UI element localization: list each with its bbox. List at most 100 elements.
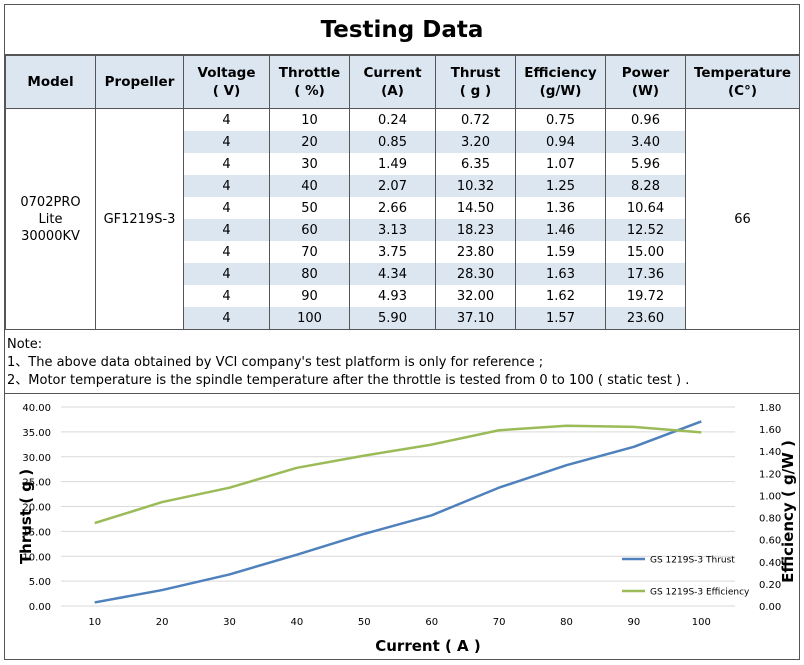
header-power: Power (W) <box>605 55 686 109</box>
header-efficiency: Efficiency (g/W) <box>515 55 606 109</box>
x-tick-label: 90 <box>628 617 641 628</box>
current-cell: 4.93 <box>349 285 436 307</box>
thrust-series-line <box>94 420 702 604</box>
throttle-cell: 70 <box>269 241 350 263</box>
propeller-cell: GF1219S-3 <box>95 108 184 330</box>
throttle-cell: 20 <box>269 131 350 153</box>
efficiency-cell: 1.59 <box>515 241 606 263</box>
y2-tick-label: 0.20 <box>759 580 781 591</box>
voltage-cell: 4 <box>183 285 270 307</box>
y2-axis-title: Efficiency ( g/W ) <box>779 440 797 583</box>
thrust-cell: 0.72 <box>435 108 516 131</box>
header-throttle: Throttle( %) <box>269 55 350 109</box>
y-tick-label: 40.00 <box>22 403 51 414</box>
header-current: Current (A) <box>349 55 436 109</box>
note-item: 2、Motor temperature is the spindle tempe… <box>7 373 690 388</box>
current-cell: 5.90 <box>349 307 436 330</box>
voltage-cell: 4 <box>183 175 270 197</box>
y-tick-label: 35.00 <box>22 428 51 439</box>
power-cell: 15.00 <box>605 241 686 263</box>
current-cell: 2.07 <box>349 175 436 197</box>
voltage-cell: 4 <box>183 131 270 153</box>
model-line: Lite <box>38 211 63 227</box>
x-tick-label: 40 <box>291 617 304 628</box>
thrust-cell: 10.32 <box>435 175 516 197</box>
x-tick-label: 70 <box>493 617 506 628</box>
testing-data-table: Model Propeller Voltage( V) Throttle( %)… <box>5 55 800 330</box>
table-row: 4 20 0.85 3.20 0.94 3.40 <box>6 131 800 153</box>
efficiency-cell: 0.94 <box>515 131 606 153</box>
throttle-cell: 60 <box>269 219 350 241</box>
efficiency-series-line <box>94 424 702 525</box>
power-cell: 17.36 <box>605 263 686 285</box>
x-tick-label: 10 <box>88 617 101 628</box>
table-row: 4 90 4.93 32.00 1.62 19.72 <box>6 285 800 307</box>
header-thrust: Thrust( g ) <box>435 55 516 109</box>
voltage-cell: 4 <box>183 197 270 219</box>
thrust-cell: 18.23 <box>435 219 516 241</box>
throttle-cell: 10 <box>269 108 350 131</box>
x-axis-title: Current ( A ) <box>375 637 481 655</box>
thrust-cell: 3.20 <box>435 131 516 153</box>
header-propeller: Propeller <box>95 55 184 109</box>
efficiency-cell: 1.57 <box>515 307 606 330</box>
table-row: 0702PRO Lite 30000KV GF1219S-3 4 10 0.24 0.72 0.… <box>5 108 800 330</box>
y-tick-label: 30.00 <box>22 453 51 464</box>
efficiency-cell: 1.36 <box>515 197 606 219</box>
thrust-efficiency-chart: 0.00 5.00 10.00 15.00 20.00 25.00 30.00 35.00 40… <box>17 403 797 655</box>
x-tick-label: 100 <box>692 617 711 628</box>
testing-data-sheet: Testing Data Model Propeller Voltage( V)… <box>4 4 800 660</box>
table-row: 4 30 1.49 6.35 1.07 5.96 <box>6 153 800 175</box>
current-cell: 1.49 <box>349 153 436 175</box>
y-tick-label: 20.00 <box>22 503 51 514</box>
table-row: 4 60 3.13 18.23 1.46 12.52 <box>6 219 800 241</box>
y-tick-label: 15.00 <box>22 527 51 538</box>
efficiency-cell: 0.75 <box>515 108 606 131</box>
legend-entry: GS 1219S-3 Thrust <box>650 556 735 566</box>
model-line: 30000KV <box>21 228 80 244</box>
voltage-cell: 4 <box>183 241 270 263</box>
table-row: 4 70 3.75 23.80 1.59 15.00 <box>6 241 800 263</box>
page-title: Testing Data <box>5 5 799 55</box>
current-cell: 0.85 <box>349 131 436 153</box>
y2-tick-label: 1.00 <box>759 491 781 502</box>
voltage-cell: 4 <box>183 307 270 330</box>
voltage-cell: 4 <box>183 263 270 285</box>
current-cell: 3.13 <box>349 219 436 241</box>
y-axis-title: Thrust ( g ) <box>17 469 35 564</box>
thrust-cell: 28.30 <box>435 263 516 285</box>
y-tick-label: 0.00 <box>29 602 51 613</box>
efficiency-cell: 1.07 <box>515 153 606 175</box>
power-cell: 0.96 <box>605 108 686 131</box>
thrust-cell: 37.10 <box>435 307 516 330</box>
efficiency-cell: 1.62 <box>515 285 606 307</box>
table-row: 4 80 4.34 28.30 1.63 17.36 <box>6 263 800 285</box>
y-tick-label: 5.00 <box>29 577 51 588</box>
table-row: 4 100 5.90 37.10 1.57 23.60 <box>6 307 800 330</box>
thrust-cell: 23.80 <box>435 241 516 263</box>
throttle-cell: 90 <box>269 285 350 307</box>
y2-tick-label: 0.80 <box>759 514 781 525</box>
power-cell: 3.40 <box>605 131 686 153</box>
power-cell: 8.28 <box>605 175 686 197</box>
table-row: 4 40 2.07 10.32 1.25 8.28 <box>6 175 800 197</box>
throttle-cell: 50 <box>269 197 350 219</box>
throttle-cell: 30 <box>269 153 350 175</box>
power-cell: 5.96 <box>605 153 686 175</box>
header-temperature: Temperature (C°) <box>685 55 800 109</box>
x-tick-label: 50 <box>358 617 371 628</box>
x-tick-label: 20 <box>156 617 169 628</box>
notes-heading: Note: <box>7 337 43 352</box>
header-model: Model <box>5 55 96 109</box>
throttle-cell: 40 <box>269 175 350 197</box>
x-tick-label: 60 <box>425 617 438 628</box>
current-cell: 3.75 <box>349 241 436 263</box>
y2-tick-label: 0.60 <box>759 536 781 547</box>
notes-section: Note: 1、The above data obtained by VCI c… <box>5 336 799 394</box>
current-cell: 2.66 <box>349 197 436 219</box>
x-tick-label: 30 <box>223 617 236 628</box>
y2-tick-label: 1.40 <box>759 447 781 458</box>
y-tick-label: 25.00 <box>22 478 51 489</box>
model-cell: 0702PRO Lite 30000KV <box>5 108 96 330</box>
x-tick-label: 80 <box>560 617 573 628</box>
